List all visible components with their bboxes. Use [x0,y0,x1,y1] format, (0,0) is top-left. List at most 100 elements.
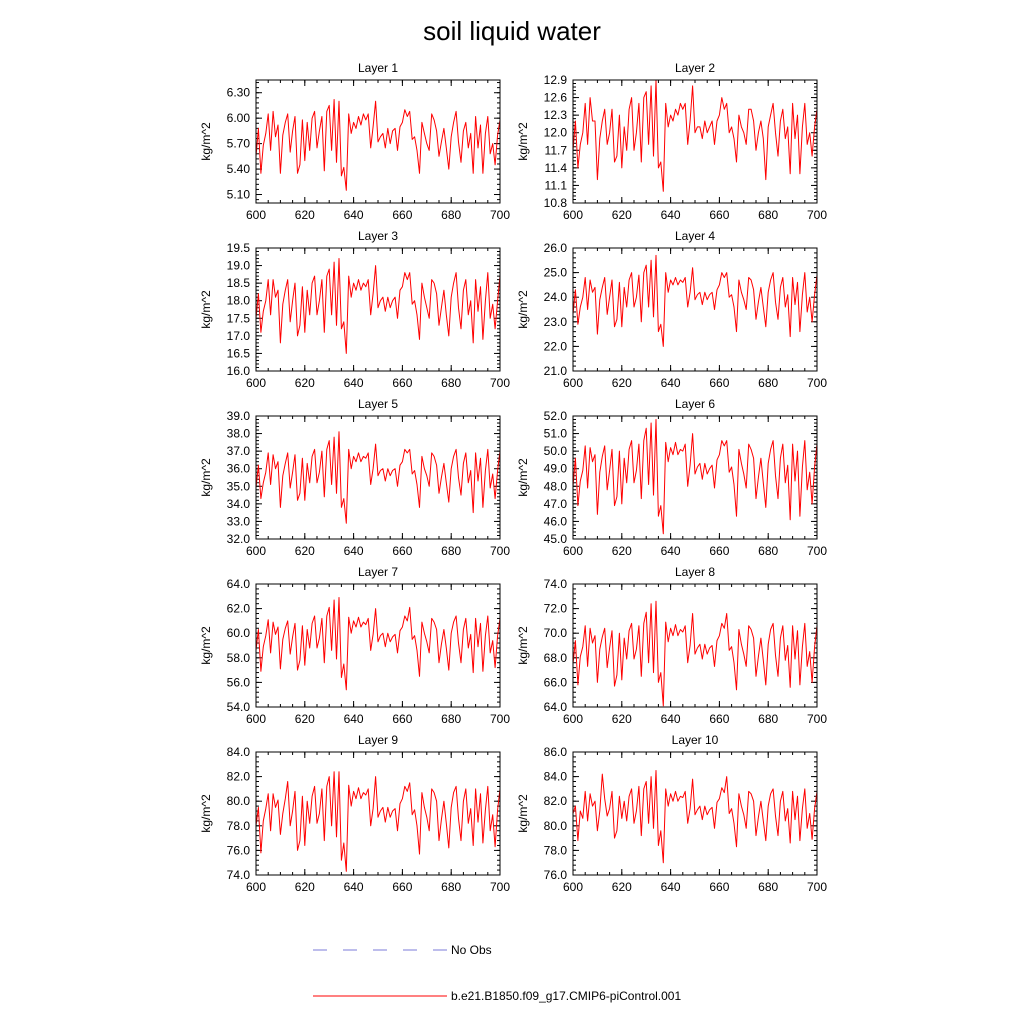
chart-panel-7: Layer 7 kg/m^2 600 620 640 660 680 700 54.0 56.0 5… [199,565,510,726]
y-tick-label: 86.0 [544,745,568,759]
x-tick-label: 700 [490,208,510,222]
y-tick-label: 82.0 [227,770,251,784]
chart-panel-3: Layer 3 kg/m^2 600 620 640 660 680 700 16.0 16.5 1… [199,229,510,390]
y-axis-label: kg/m^2 [199,122,213,161]
y-tick-label: 38.0 [227,427,251,441]
y-tick-label: 78.0 [227,819,251,833]
x-tick-label: 640 [344,880,364,894]
y-tick-label: 82.0 [544,794,568,808]
x-tick-label: 620 [612,712,632,726]
x-tick-label: 600 [246,712,266,726]
y-tick-label: 16.0 [227,364,251,378]
y-tick-label: 22.0 [544,339,568,353]
x-tick-label: 680 [758,544,778,558]
x-tick-label: 600 [246,376,266,390]
y-tick-label: 70.0 [544,626,568,640]
x-tick-label: 680 [441,712,461,726]
x-tick-label: 620 [295,376,315,390]
panel-title: Layer 5 [358,397,398,411]
y-tick-label: 12.6 [544,91,568,105]
x-tick-label: 620 [295,712,315,726]
y-tick-label: 54.0 [227,700,251,714]
series-line [255,597,501,691]
x-tick-label: 680 [441,376,461,390]
panels: Layer 1 kg/m^2 600 620 640 660 680 700 5.10 5.40 5… [199,61,827,894]
x-tick-label: 600 [563,544,583,558]
y-tick-label: 60.0 [227,626,251,640]
y-axis-label: kg/m^2 [199,458,213,497]
y-tick-label: 84.0 [227,745,251,759]
x-tick-label: 640 [661,208,681,222]
y-tick-label: 5.40 [227,162,251,176]
x-tick-label: 680 [441,880,461,894]
y-tick-label: 5.70 [227,137,251,151]
panel-title: Layer 6 [675,397,715,411]
x-tick-label: 680 [758,880,778,894]
y-tick-label: 48.0 [544,479,568,493]
y-tick-label: 45.0 [544,532,568,546]
x-tick-label: 640 [661,880,681,894]
y-tick-label: 52.0 [544,409,568,423]
series-line [572,600,818,707]
x-tick-label: 600 [563,376,583,390]
plot-frame [572,415,818,540]
y-tick-label: 19.5 [227,241,251,255]
panel-title: Layer 4 [675,229,715,243]
x-tick-label: 660 [392,208,412,222]
y-tick-label: 32.0 [227,532,251,546]
figure-title: soil liquid water [423,16,601,46]
y-tick-label: 23.0 [544,315,568,329]
y-tick-label: 74.0 [544,577,568,591]
y-tick-label: 66.0 [544,675,568,689]
x-tick-label: 660 [392,376,412,390]
series-line [255,431,501,524]
plot-frame [255,751,501,876]
x-tick-label: 620 [295,208,315,222]
x-tick-label: 660 [392,880,412,894]
y-tick-label: 76.0 [227,843,251,857]
x-tick-label: 700 [490,712,510,726]
y-tick-label: 80.0 [544,819,568,833]
series-line [255,99,501,191]
panel-title: Layer 2 [675,61,715,75]
x-tick-label: 600 [563,712,583,726]
series-line [572,770,818,864]
y-tick-label: 5.10 [227,188,251,202]
plot-frame [255,583,501,708]
series-line [255,771,501,872]
y-tick-label: 49.0 [544,462,568,476]
y-tick-label: 64.0 [227,577,251,591]
x-tick-label: 620 [612,880,632,894]
chart-panel-5: Layer 5 kg/m^2 600 620 640 660 680 700 32.0 33.0 3… [199,397,510,558]
y-tick-label: 19.0 [227,259,251,273]
y-tick-label: 80.0 [227,794,251,808]
y-tick-label: 25.0 [544,266,568,280]
y-tick-label: 18.0 [227,294,251,308]
x-tick-label: 680 [758,712,778,726]
y-axis-label: kg/m^2 [516,794,530,833]
x-tick-label: 700 [807,376,827,390]
x-tick-label: 660 [392,712,412,726]
y-tick-label: 39.0 [227,409,251,423]
y-tick-label: 36.0 [227,462,251,476]
x-tick-label: 700 [490,376,510,390]
x-tick-label: 660 [709,376,729,390]
plot-frame [572,583,818,708]
y-tick-label: 24.0 [544,290,568,304]
y-axis-label: kg/m^2 [516,290,530,329]
x-tick-label: 600 [563,208,583,222]
x-tick-label: 640 [344,376,364,390]
x-tick-label: 660 [392,544,412,558]
plot-frame [255,415,501,540]
series-line [572,419,818,535]
y-tick-label: 10.8 [544,196,568,210]
y-tick-label: 72.0 [544,602,568,616]
y-tick-label: 11.7 [545,143,568,157]
panel-title: Layer 9 [358,733,398,747]
panel-title: Layer 1 [358,61,398,75]
plot-frame [255,247,501,372]
x-tick-label: 620 [295,544,315,558]
y-tick-label: 12.3 [544,108,568,122]
panel-title: Layer 10 [672,733,719,747]
